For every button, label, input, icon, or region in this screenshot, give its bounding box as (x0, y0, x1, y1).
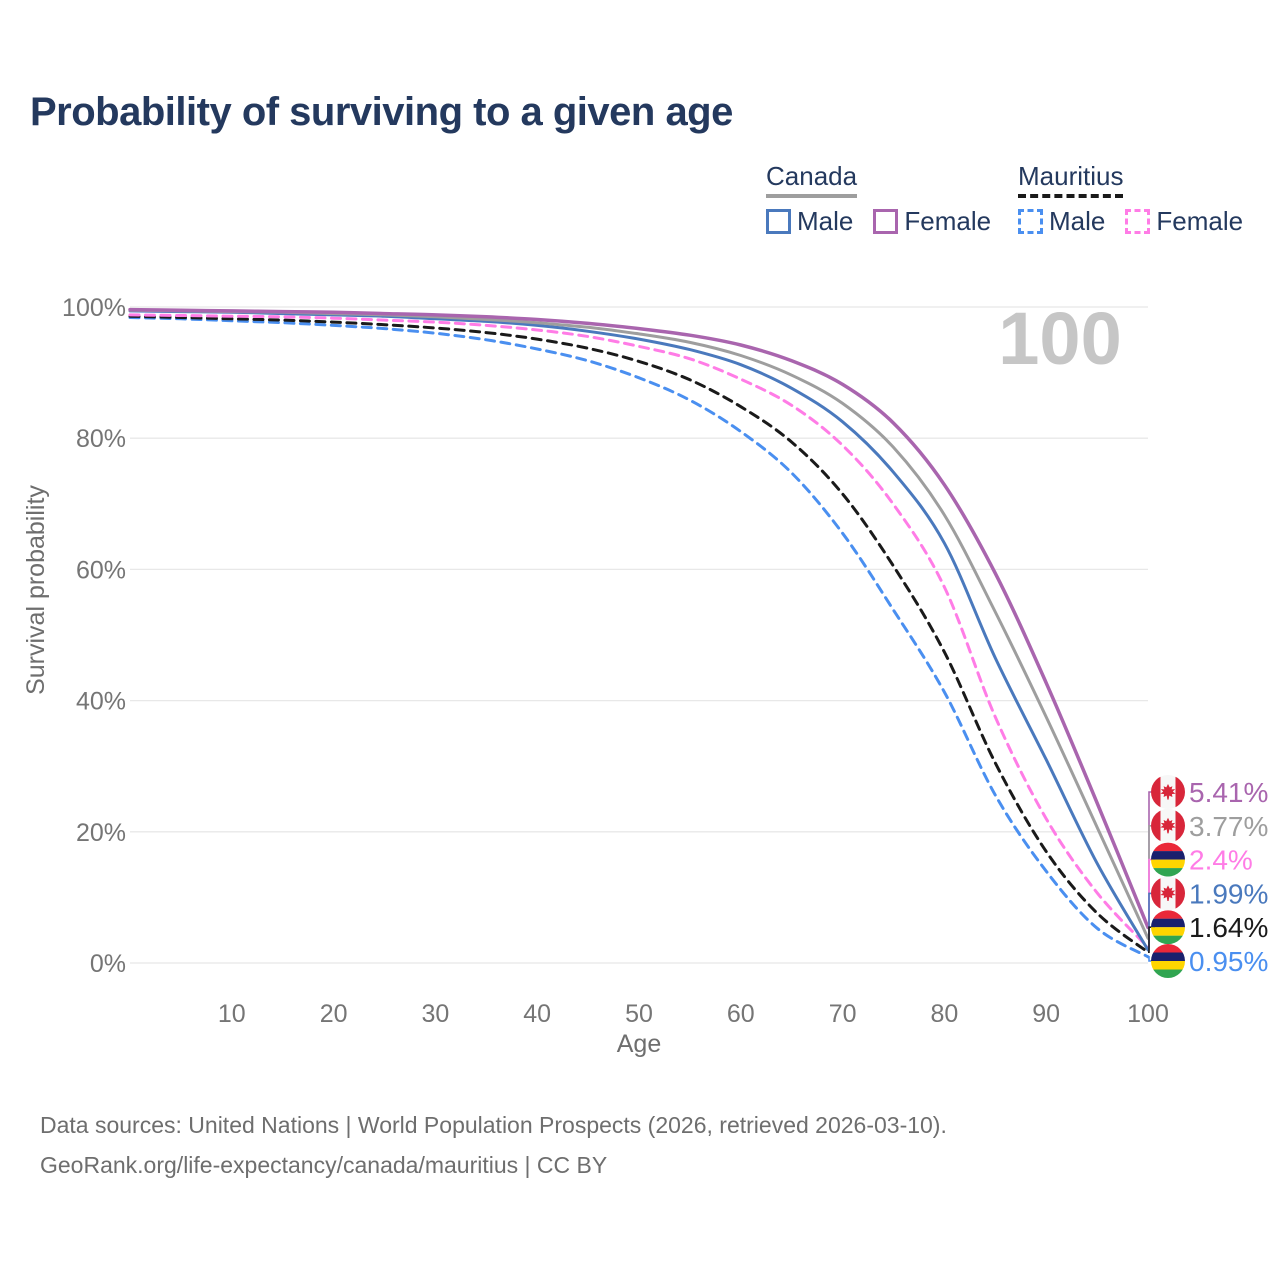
series-line-canada-both-sexes[interactable] (128, 308, 1150, 940)
legend-item-label: Male (1049, 205, 1106, 236)
flag-mauritius-icon (1151, 944, 1185, 978)
x-tick-label-30: 30 (421, 1000, 449, 1028)
flag-canada-icon (1151, 808, 1185, 843)
line-swatch-icon (873, 208, 899, 234)
end-label-mauritius-both-sexes: 1.64% (1189, 912, 1268, 943)
y-tick-label-80: 80% (76, 425, 126, 453)
series-line-canada-female[interactable] (128, 307, 1150, 930)
x-tick-label-50: 50 (625, 1000, 653, 1028)
flag-canada-icon (1151, 876, 1185, 911)
y-tick-label-40: 40% (76, 688, 126, 716)
x-tick-label-90: 90 (1032, 1000, 1060, 1028)
attribution-footer: Data sources: United Nations | World Pop… (40, 1105, 947, 1185)
flag-canada-icon (1151, 775, 1185, 809)
series-line-mauritius-male[interactable] (128, 316, 1150, 959)
data-sources-text: Data sources: United Nations | World Pop… (40, 1112, 947, 1138)
line-swatch-icon (1125, 208, 1151, 234)
legend-header-canada: Canada (766, 162, 858, 198)
page-title: Probability of surviving to a given age (30, 90, 733, 134)
x-tick-label-20: 20 (320, 1000, 348, 1028)
x-tick-label-80: 80 (930, 1000, 958, 1028)
line-swatch-icon (766, 208, 791, 234)
x-tick-label-10: 10 (218, 1000, 246, 1028)
source-url-text: GeoRank.org/life-expectancy/canada/mauri… (40, 1152, 608, 1178)
series-line-canada-male[interactable] (128, 309, 1150, 952)
legend-item-mauritius-female[interactable]: Female (1125, 206, 1243, 237)
legend-item-canada-male[interactable]: Male (766, 206, 853, 237)
legend-item-label: Female (1156, 205, 1244, 236)
end-label-mauritius-female: 2.4% (1189, 845, 1253, 876)
legend-item-label: Male (797, 205, 854, 236)
flag-mauritius-icon (1151, 910, 1185, 945)
flag-mauritius-icon (1151, 842, 1185, 877)
legend-row-canada: Male Female (766, 206, 991, 237)
legend-item-canada-female[interactable]: Female (873, 206, 991, 237)
y-tick-label-60: 60% (76, 556, 126, 584)
legend-item-mauritius-male[interactable]: Male (1018, 206, 1105, 237)
end-label-canada-male: 1.99% (1189, 878, 1268, 909)
x-tick-label-40: 40 (523, 1000, 551, 1028)
x-tick-label-60: 60 (727, 1000, 755, 1028)
y-tick-label-100: 100% (62, 294, 126, 322)
y-tick-label-20: 20% (76, 819, 126, 847)
end-label-canada-both-sexes: 3.77% (1189, 811, 1268, 842)
legend-item-label: Female (904, 205, 992, 236)
line-swatch-icon (1018, 208, 1043, 234)
series-line-mauritius-both-sexes[interactable] (128, 314, 1150, 954)
legend-header-mauritius: Mauritius (1018, 162, 1124, 198)
legend-group-canada: Canada Male Female (766, 162, 991, 237)
legend-row-mauritius: Male Female (1018, 206, 1243, 237)
x-tick-label-70: 70 (829, 1000, 857, 1028)
series-line-mauritius-female[interactable] (128, 313, 1150, 949)
x-tick-label-100: 100 (1127, 1000, 1169, 1028)
end-label-mauritius-male: 0.95% (1189, 946, 1268, 977)
hover-age-watermark: 100 (998, 297, 1121, 380)
y-tick-label-0: 0% (90, 950, 126, 978)
legend-group-mauritius: Mauritius Male Female (1018, 162, 1243, 237)
x-axis-title: Age (617, 1030, 661, 1058)
y-axis-title: Survival probability (22, 485, 50, 695)
end-label-canada-female: 5.41% (1189, 777, 1268, 808)
